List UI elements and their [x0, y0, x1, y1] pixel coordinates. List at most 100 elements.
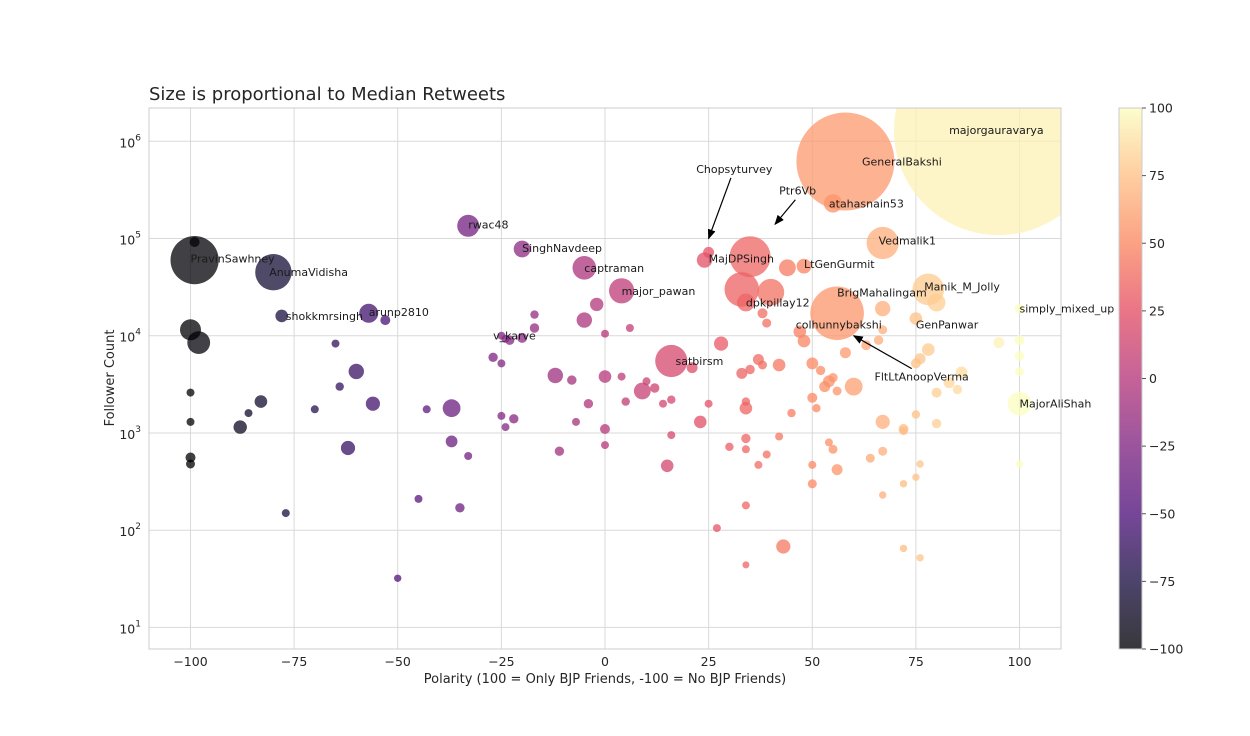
scatter-point: [609, 278, 635, 304]
scatter-point: [572, 417, 580, 426]
scatter-point: [517, 332, 528, 343]
scatter-point: [875, 414, 890, 429]
point-label: major_pawan: [622, 285, 696, 298]
scatter-point: [233, 420, 247, 434]
scatter-point: [281, 509, 290, 518]
scatter-point: [922, 343, 935, 356]
scatter-point: [911, 410, 921, 419]
annotation-arrow: [707, 177, 732, 240]
scatter-point: [758, 360, 767, 370]
scatter-point: [655, 344, 688, 378]
scatter-point: [590, 297, 604, 312]
scatter-point: [310, 405, 319, 414]
scatter-point: [742, 561, 750, 569]
scatter-point: [547, 367, 563, 384]
scatter-point: [828, 444, 838, 454]
scatter-point: [621, 397, 630, 406]
x-tick-label: 100: [1008, 654, 1032, 669]
scatter-point: [993, 337, 1005, 349]
annotation-arrow: [774, 199, 796, 226]
scatter-point: [704, 399, 713, 408]
point-label: majorgauravarya: [949, 124, 1044, 137]
x-axis-label: Polarity (100 = Only BJP Friends, -100 =…: [424, 672, 787, 687]
scatter-point: [812, 404, 821, 413]
scatter-point: [488, 352, 498, 362]
scatter-point: [762, 450, 771, 459]
colorbar-tick-label: 50: [1149, 236, 1165, 251]
scatter-point: [714, 336, 729, 351]
annotation-arrows: Chopsyturvey Ptr6Vb FltLtAnoopVerma: [696, 163, 969, 384]
point-label: shokkmrsingh: [286, 310, 363, 323]
scatter-point: [815, 365, 826, 376]
scatter-point: [893, 108, 1061, 236]
y-tick-label: 105: [119, 231, 141, 248]
point-label: LtGenGurmit: [804, 258, 875, 271]
point-label: SinghNavdeep: [522, 242, 602, 255]
scatter-point: [601, 441, 609, 450]
arrow-label: Ptr6Vb: [779, 185, 816, 198]
scatter-point: [501, 334, 510, 343]
scatter-point: [254, 395, 268, 408]
scatter-point: [806, 357, 819, 370]
scatter-point: [931, 387, 942, 398]
point-label: MajorAliShah: [1020, 398, 1092, 411]
scatter-point: [725, 442, 734, 451]
scatter-point: [736, 367, 748, 379]
scatter-point: [694, 415, 707, 429]
scatter-point: [772, 358, 786, 372]
scatter-point: [513, 240, 531, 258]
scatter-point: [445, 435, 458, 448]
scatter-point: [807, 392, 818, 403]
scatter-point: [529, 323, 540, 333]
x-ticks: −100 −75 −50 −25 0 25 50 75 100: [173, 654, 1031, 669]
scatter-point: [861, 340, 872, 351]
scatter-point: [927, 293, 946, 312]
scatter-point: [810, 286, 864, 341]
x-tick-label: −50: [385, 654, 411, 669]
scatter-point: [839, 347, 851, 359]
scatter-point: [793, 325, 807, 339]
scatter-point: [787, 408, 796, 418]
scatter-point: [775, 432, 784, 441]
scatter-point: [943, 377, 955, 389]
scatter-point: [625, 324, 634, 332]
scatter-point: [331, 339, 340, 348]
scatter-point: [600, 424, 610, 434]
scatter-point: [875, 300, 891, 317]
y-tick-label: 103: [119, 425, 141, 442]
scatter-point: [865, 453, 875, 463]
point-labels: majorgauravarya GeneralBakshi atahasnain53…: [191, 124, 1115, 411]
scatter-point: [633, 382, 651, 400]
scatter-point: [797, 334, 811, 348]
scatter-point: [745, 364, 755, 375]
y-tick-label: 102: [119, 522, 141, 539]
scatter-point: [365, 396, 380, 411]
scatter-point: [955, 366, 968, 379]
scatter-point: [186, 417, 195, 426]
scatter-point: [931, 418, 942, 429]
scatter-point: [899, 480, 908, 488]
scatter-point: [554, 446, 565, 456]
scatter-point: [757, 308, 768, 319]
point-label: captraman: [584, 262, 644, 275]
chart-title: Size is proportional to Median Retweets: [149, 84, 505, 105]
scatter-point: [414, 494, 423, 503]
point-label: Manik_M_Jolly: [924, 281, 1000, 294]
colorbar-tick-label: 100: [1149, 101, 1173, 116]
y-tick-label: 106: [119, 133, 141, 150]
scatter-point: [739, 401, 753, 415]
scatter-point: [170, 236, 219, 285]
scatter-point: [497, 411, 506, 420]
colorbar-tick-label: 0: [1149, 371, 1157, 386]
scatter-point: [455, 503, 465, 513]
scatter-point: [703, 246, 715, 258]
scatter-point: [667, 395, 676, 404]
scatter-point: [335, 382, 344, 391]
x-tick-label: 50: [804, 654, 820, 669]
scatter-point: [501, 423, 510, 432]
scatter-point: [340, 440, 356, 456]
scatter-point: [667, 431, 676, 440]
x-tick-label: −100: [173, 654, 207, 669]
scatter-point: [831, 464, 843, 476]
